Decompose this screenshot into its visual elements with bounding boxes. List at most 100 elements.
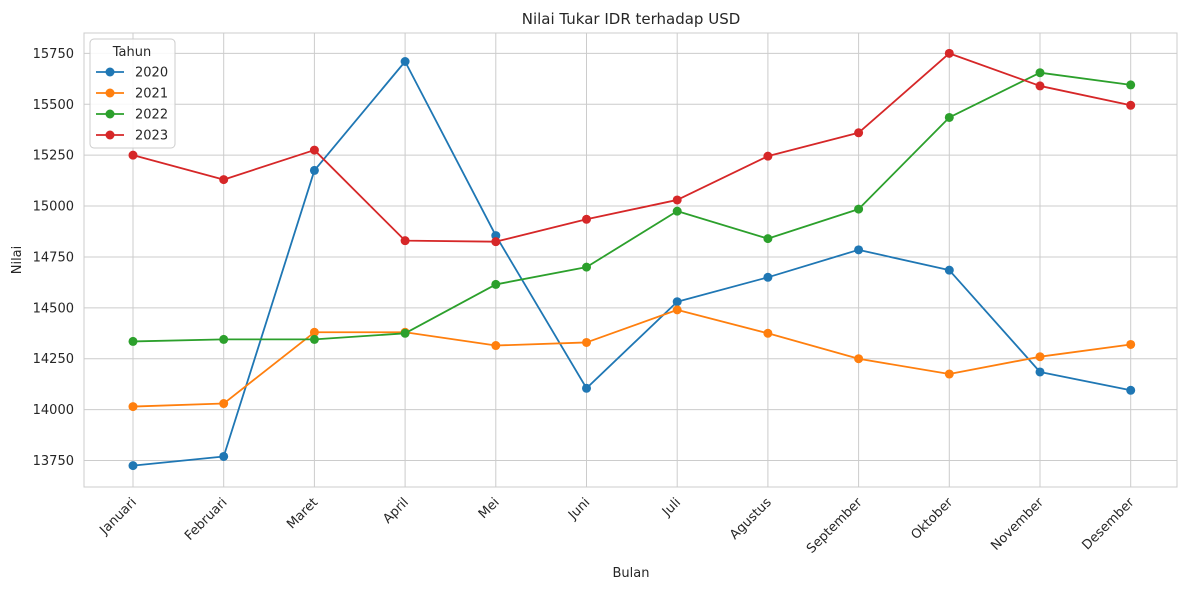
legend-item-2021: 2021	[96, 87, 168, 102]
data-point	[854, 128, 864, 138]
plot-area	[84, 33, 1177, 487]
data-point	[763, 151, 773, 161]
data-point	[944, 265, 954, 275]
y-tick-labels: 13750 14000 14250 14500 14750 15000 15250 15500…	[33, 47, 74, 469]
data-point	[944, 48, 954, 58]
data-point	[219, 399, 229, 409]
data-point	[672, 206, 682, 216]
x-tick-label: Januari	[97, 495, 140, 538]
x-tick-label: Agustus	[727, 495, 775, 543]
y-axis-title: Nilai	[10, 246, 25, 275]
y-tick-label: 15000	[33, 200, 74, 215]
data-point	[219, 451, 229, 461]
data-point	[763, 234, 773, 244]
legend-label: 2021	[135, 87, 168, 102]
data-point	[128, 402, 138, 412]
grid-lines	[84, 33, 1177, 487]
data-point	[854, 245, 864, 255]
data-point	[1035, 352, 1045, 362]
data-point	[309, 165, 319, 175]
y-tick-label: 14250	[33, 352, 74, 367]
data-point	[1035, 81, 1045, 91]
legend-marker	[105, 67, 115, 77]
data-point	[400, 57, 410, 67]
x-tick-label: Oktober	[908, 495, 956, 543]
x-tick-label: April	[380, 495, 412, 527]
x-tick-label: Mei	[476, 495, 503, 522]
legend-items: 2020 2021 2022 2023	[96, 66, 168, 144]
series-group	[128, 48, 1136, 471]
data-point	[491, 237, 501, 247]
y-tick-label: 14500	[33, 301, 74, 316]
legend-marker	[105, 88, 115, 98]
plot-frame	[83, 32, 1178, 488]
legend-label: 2020	[135, 66, 168, 81]
data-point	[309, 145, 319, 155]
legend-label: 2023	[135, 129, 168, 144]
x-tick-label: Februari	[182, 495, 230, 543]
series-2020	[128, 57, 1136, 471]
legend-item-2020: 2020	[96, 66, 168, 81]
data-point	[128, 461, 138, 471]
data-point	[400, 328, 410, 338]
series-line-2022	[132, 71, 1131, 343]
legend-item-2023: 2023	[96, 129, 168, 144]
x-tick-label: Juni	[565, 495, 593, 523]
data-point	[1126, 100, 1136, 110]
data-point	[309, 334, 319, 344]
data-point	[1035, 367, 1045, 377]
data-point	[854, 204, 864, 214]
series-2023	[128, 48, 1136, 247]
data-point	[763, 328, 773, 338]
series-line-2020	[132, 60, 1131, 467]
data-point	[1126, 385, 1136, 395]
legend: Tahun 2020 2021 2022 2023	[89, 38, 176, 149]
data-point	[582, 337, 591, 347]
x-tick-label: November	[988, 495, 1047, 554]
y-tick-label: 15500	[33, 98, 74, 113]
data-point	[672, 195, 682, 205]
data-point	[1126, 339, 1136, 349]
legend-marker	[105, 109, 115, 119]
y-tick-label: 15250	[33, 149, 74, 164]
y-tick-label: 13750	[33, 454, 74, 469]
data-point	[1035, 68, 1045, 78]
series-line-2021	[132, 308, 1131, 408]
data-point	[582, 214, 591, 224]
chart-title: Nilai Tukar IDR terhadap USD	[522, 10, 741, 28]
x-tick-labels: Januari Februari Maret April Mei Juni Juli Agus…	[97, 495, 1138, 557]
data-point	[309, 327, 319, 337]
data-point	[763, 272, 773, 282]
data-point	[219, 334, 229, 344]
y-tick-label: 14000	[33, 403, 74, 418]
data-point	[219, 175, 229, 185]
data-point	[491, 341, 501, 351]
data-point	[854, 354, 864, 364]
x-tick-label: September	[804, 495, 866, 557]
x-tick-label: Desember	[1080, 495, 1138, 553]
data-point	[491, 279, 501, 289]
legend-label: 2022	[135, 108, 168, 123]
data-point	[944, 112, 954, 122]
legend-title: Tahun	[112, 45, 151, 60]
series-2022	[128, 68, 1136, 346]
data-point	[128, 150, 138, 160]
series-line-2023	[132, 52, 1131, 243]
data-point	[582, 262, 591, 272]
legend-item-2022: 2022	[96, 108, 168, 123]
x-tick-label: Maret	[284, 495, 321, 532]
data-point	[582, 383, 591, 393]
data-point	[944, 369, 954, 379]
legend-marker	[105, 130, 115, 140]
data-point	[400, 236, 410, 246]
data-point	[128, 336, 138, 346]
y-tick-label: 14750	[33, 250, 74, 265]
x-tick-label: Juli	[659, 495, 684, 520]
data-point	[1126, 80, 1136, 90]
data-point	[672, 305, 682, 315]
x-axis-title: Bulan	[613, 566, 650, 581]
legend-box	[89, 38, 176, 149]
data-point	[672, 297, 682, 307]
y-tick-label: 15750	[33, 47, 74, 62]
